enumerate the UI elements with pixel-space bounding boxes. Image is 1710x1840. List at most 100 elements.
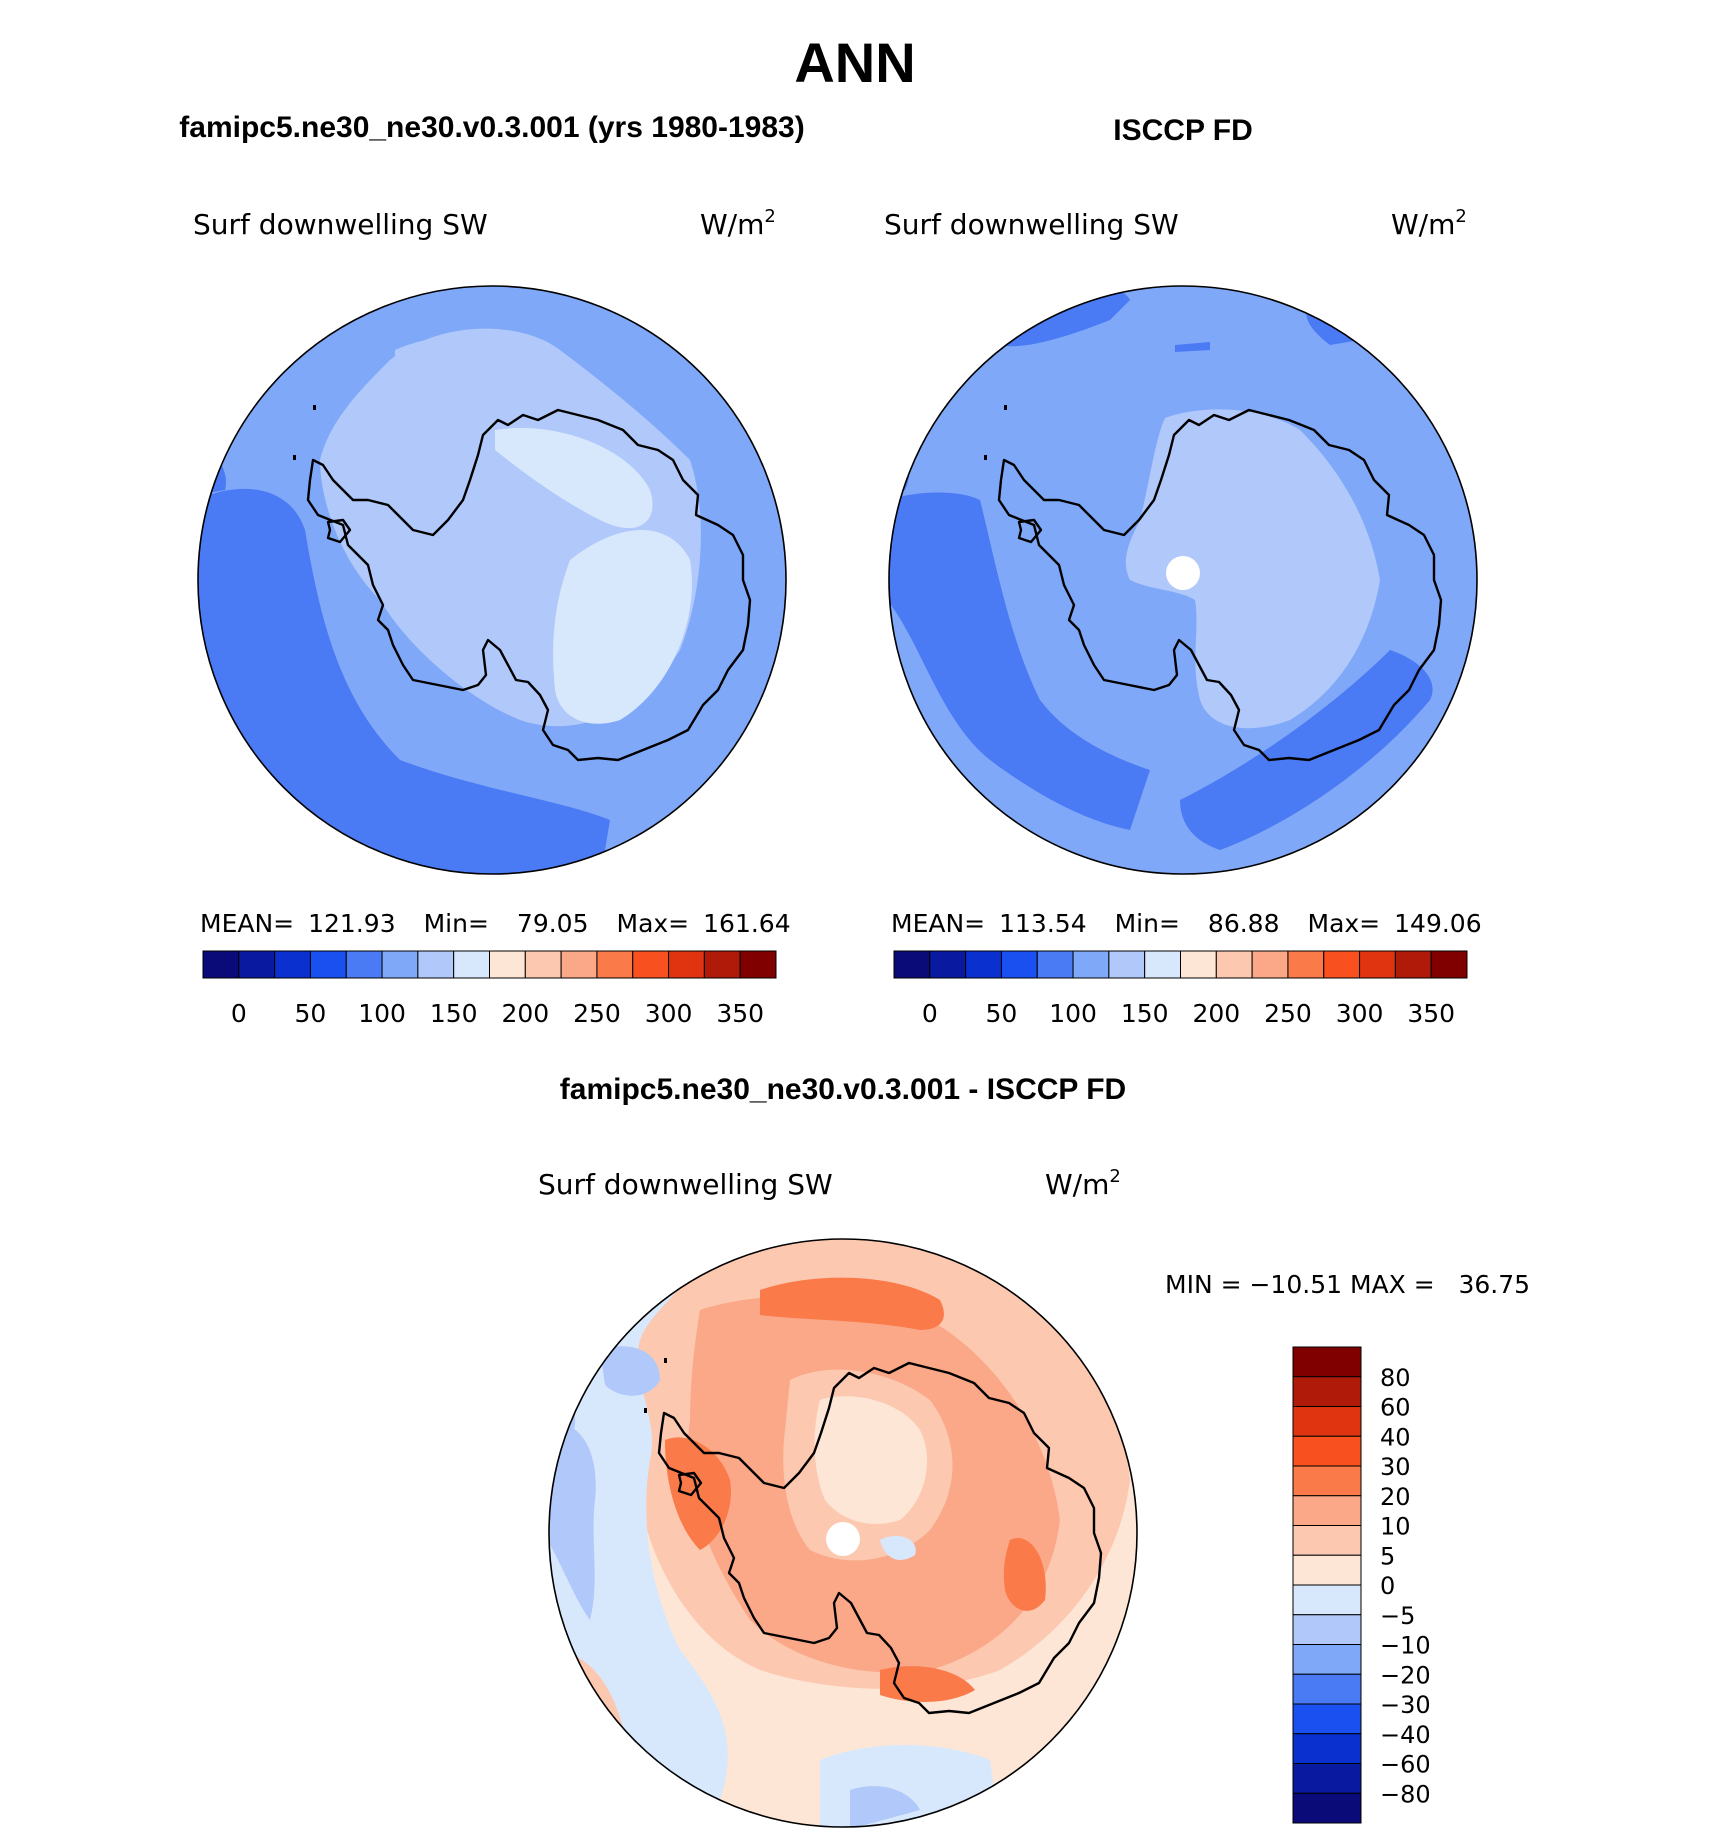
panel-model-colorbar-cell [489,950,526,979]
panel-obs-colorbar-tick-label: 50 [986,999,1018,1028]
panel-model-colorbar-cell [703,950,741,979]
panel-model-colorbar-cell [632,950,670,979]
panel-diff-colorbar-label: −60 [1380,1751,1431,1779]
panel-model-colorbar-tick-label: 200 [501,999,549,1028]
panel-model-colorbar-cell [668,950,705,979]
panel-model-colorbar-cell [345,950,383,979]
panel-obs-colorbar-tick-label: 300 [1336,999,1384,1028]
panel-obs-colorbar-tick-label: 200 [1192,999,1240,1028]
panel-obs-colorbar-cell [1323,950,1361,979]
panel-model-units: W/m2 [700,206,776,241]
panel-obs-colorbar-cell [965,950,1002,979]
panel-diff-colorbar-label: −10 [1380,1632,1431,1660]
panel-diff-colorbar-label: 5 [1380,1542,1395,1570]
panel-model-map [198,286,786,874]
panel-obs-colorbar-cell [1430,950,1468,979]
panel-model-colorbar-cell [274,950,311,979]
panel-diff-disk-outline [548,1238,1138,1828]
panel-model-stats: MEAN= 121.93 Min= 79.05 Max= 161.64 [200,909,791,938]
panel-obs-variable: Surf downwelling SW [884,208,1179,241]
panel-model-disk-outline [197,285,787,875]
panel-model-colorbar-cell [453,950,490,979]
panel-diff-map [549,1239,1137,1827]
panel-diff-colorbar-cell [1292,1554,1362,1586]
panel-diff-colorbar-cell [1292,1525,1362,1556]
panel-model-colorbar-tick-label: 350 [716,999,764,1028]
panel-model-colorbar-tick-label: 100 [358,999,406,1028]
panel-diff-colorbar-label: −20 [1380,1661,1431,1689]
panel-model-colorbar-cell [417,950,455,979]
panel-diff-colorbar-cell [1292,1763,1362,1794]
panel-diff-colorbar-cell [1292,1376,1362,1407]
panel-model-colorbar-cell [524,950,562,979]
panel-model-variable: Surf downwelling SW [193,208,488,241]
panel-diff-colorbar-cell [1292,1644,1362,1675]
panel-obs-colorbar-cell [1215,950,1253,979]
panel-diff-colorbar-cell [1292,1584,1362,1616]
panel-obs-colorbar-cell [1072,950,1110,979]
panel-model-colorbar-cell [238,950,276,979]
panel-model-colorbar-tick-label: 50 [295,999,327,1028]
panel-diff-colorbar-cell [1292,1792,1362,1824]
panel-model-colorbar-cell [202,950,240,979]
panel-diff-colorbar-label: 10 [1380,1513,1411,1541]
panel-diff-colorbar-cell [1292,1346,1362,1378]
panel-model-title: famipc5.ne30_ne30.v0.3.001 (yrs 1980-198… [179,111,804,144]
panel-model-colorbar-tick-label: 250 [573,999,621,1028]
panel-model-colorbar-tick-label: 0 [231,999,247,1028]
panel-obs-colorbar-tick-label: 350 [1407,999,1455,1028]
panel-diff-colorbar-cell [1292,1673,1362,1705]
panel-obs-colorbar-cell [1108,950,1146,979]
panel-obs-map [889,286,1477,874]
panel-diff-colorbar-label: 40 [1380,1423,1411,1451]
panel-obs-colorbar-cell [1251,950,1289,979]
panel-obs-colorbar-cell [1287,950,1325,979]
panel-diff-title: famipc5.ne30_ne30.v0.3.001 - ISCCP FD [560,1073,1126,1106]
panel-model-colorbar-cell [381,950,419,979]
panel-obs-disk-outline [888,285,1478,875]
panel-diff-colorbar-label: 0 [1380,1572,1395,1600]
panel-diff-colorbar-cell [1292,1703,1362,1735]
panel-diff: famipc5.ne30_ne30.v0.3.001 - ISCCP FD Su… [538,1073,1530,1828]
panel-obs-colorbar-cell [1000,950,1038,979]
panel-diff-colorbar-label: −5 [1380,1602,1415,1630]
panel-diff-units: W/m2 [1045,1166,1121,1201]
panel-obs-colorbar-cell [1180,950,1217,979]
panel-obs-colorbar-cell [1359,950,1396,979]
figure-title: ANN [794,31,915,94]
panel-diff-colorbar-cell [1292,1614,1362,1645]
panel-diff-colorbar-label: 80 [1380,1364,1411,1392]
panel-obs-colorbar-tick-label: 150 [1121,999,1169,1028]
panel-obs-units: W/m2 [1391,206,1467,241]
panel-model-colorbar-tick-label: 150 [430,999,478,1028]
panel-diff-minmax: MIN = −10.51 MAX = 36.75 [1165,1270,1530,1299]
panel-model-colorbar-cell [739,950,777,979]
panel-diff-colorbar-label: −30 [1380,1691,1431,1719]
panel-obs-colorbar-cell [1036,950,1074,979]
panel-diff-colorbar-cell [1292,1733,1362,1764]
panel-diff-colorbar [1292,1346,1362,1824]
panel-obs-colorbar-cell [1144,950,1181,979]
panel-obs-colorbar-cell [1394,950,1432,979]
panel-model-colorbar-tick-label: 300 [645,999,693,1028]
panel-model-colorbar-cell [560,950,598,979]
panel-diff-colorbar-label: −80 [1380,1780,1431,1808]
panel-model-colorbar [202,950,777,979]
panel-obs-colorbar-cell [929,950,967,979]
panel-obs-colorbar-tick-label: 100 [1049,999,1097,1028]
panel-diff-colorbar-label: 60 [1380,1394,1411,1422]
panel-obs-colorbar [893,950,1468,979]
panel-obs-colorbar-tick-label: 0 [922,999,938,1028]
panel-obs-colorbar-tick-label: 250 [1264,999,1312,1028]
panel-obs: ISCCP FD Surf downwelling SW W/m2 MEAN= 1… [884,114,1482,1028]
panel-diff-colorbar-label: −40 [1380,1721,1431,1749]
panel-diff-colorbar-cell [1292,1465,1362,1497]
panel-model: famipc5.ne30_ne30.v0.3.001 (yrs 1980-198… [179,111,804,1028]
panel-diff-colorbar-cell [1292,1495,1362,1526]
panel-model-colorbar-ticks: 0 50 100 150 200 250 300 350 [231,999,764,1028]
panel-obs-colorbar-cell [893,950,931,979]
panel-diff-colorbar-label: 20 [1380,1483,1411,1511]
panel-model-colorbar-cell [309,950,347,979]
